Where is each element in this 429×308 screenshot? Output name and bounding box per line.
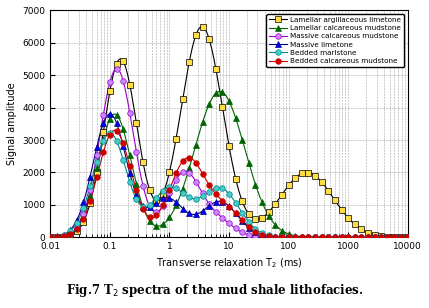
Legend: Lamellar argillaceous limetone, Lamellar calcareous mudstone, Massive calcareous: Lamellar argillaceous limetone, Lamellar… [266, 14, 404, 67]
X-axis label: Transverse relaxation T$_2$ (ms): Transverse relaxation T$_2$ (ms) [156, 257, 302, 270]
Y-axis label: Signal amplitude: Signal amplitude [7, 83, 17, 165]
Text: Fig.7 T$_2$ spectra of the mud shale lithofacies.: Fig.7 T$_2$ spectra of the mud shale lit… [66, 282, 363, 299]
